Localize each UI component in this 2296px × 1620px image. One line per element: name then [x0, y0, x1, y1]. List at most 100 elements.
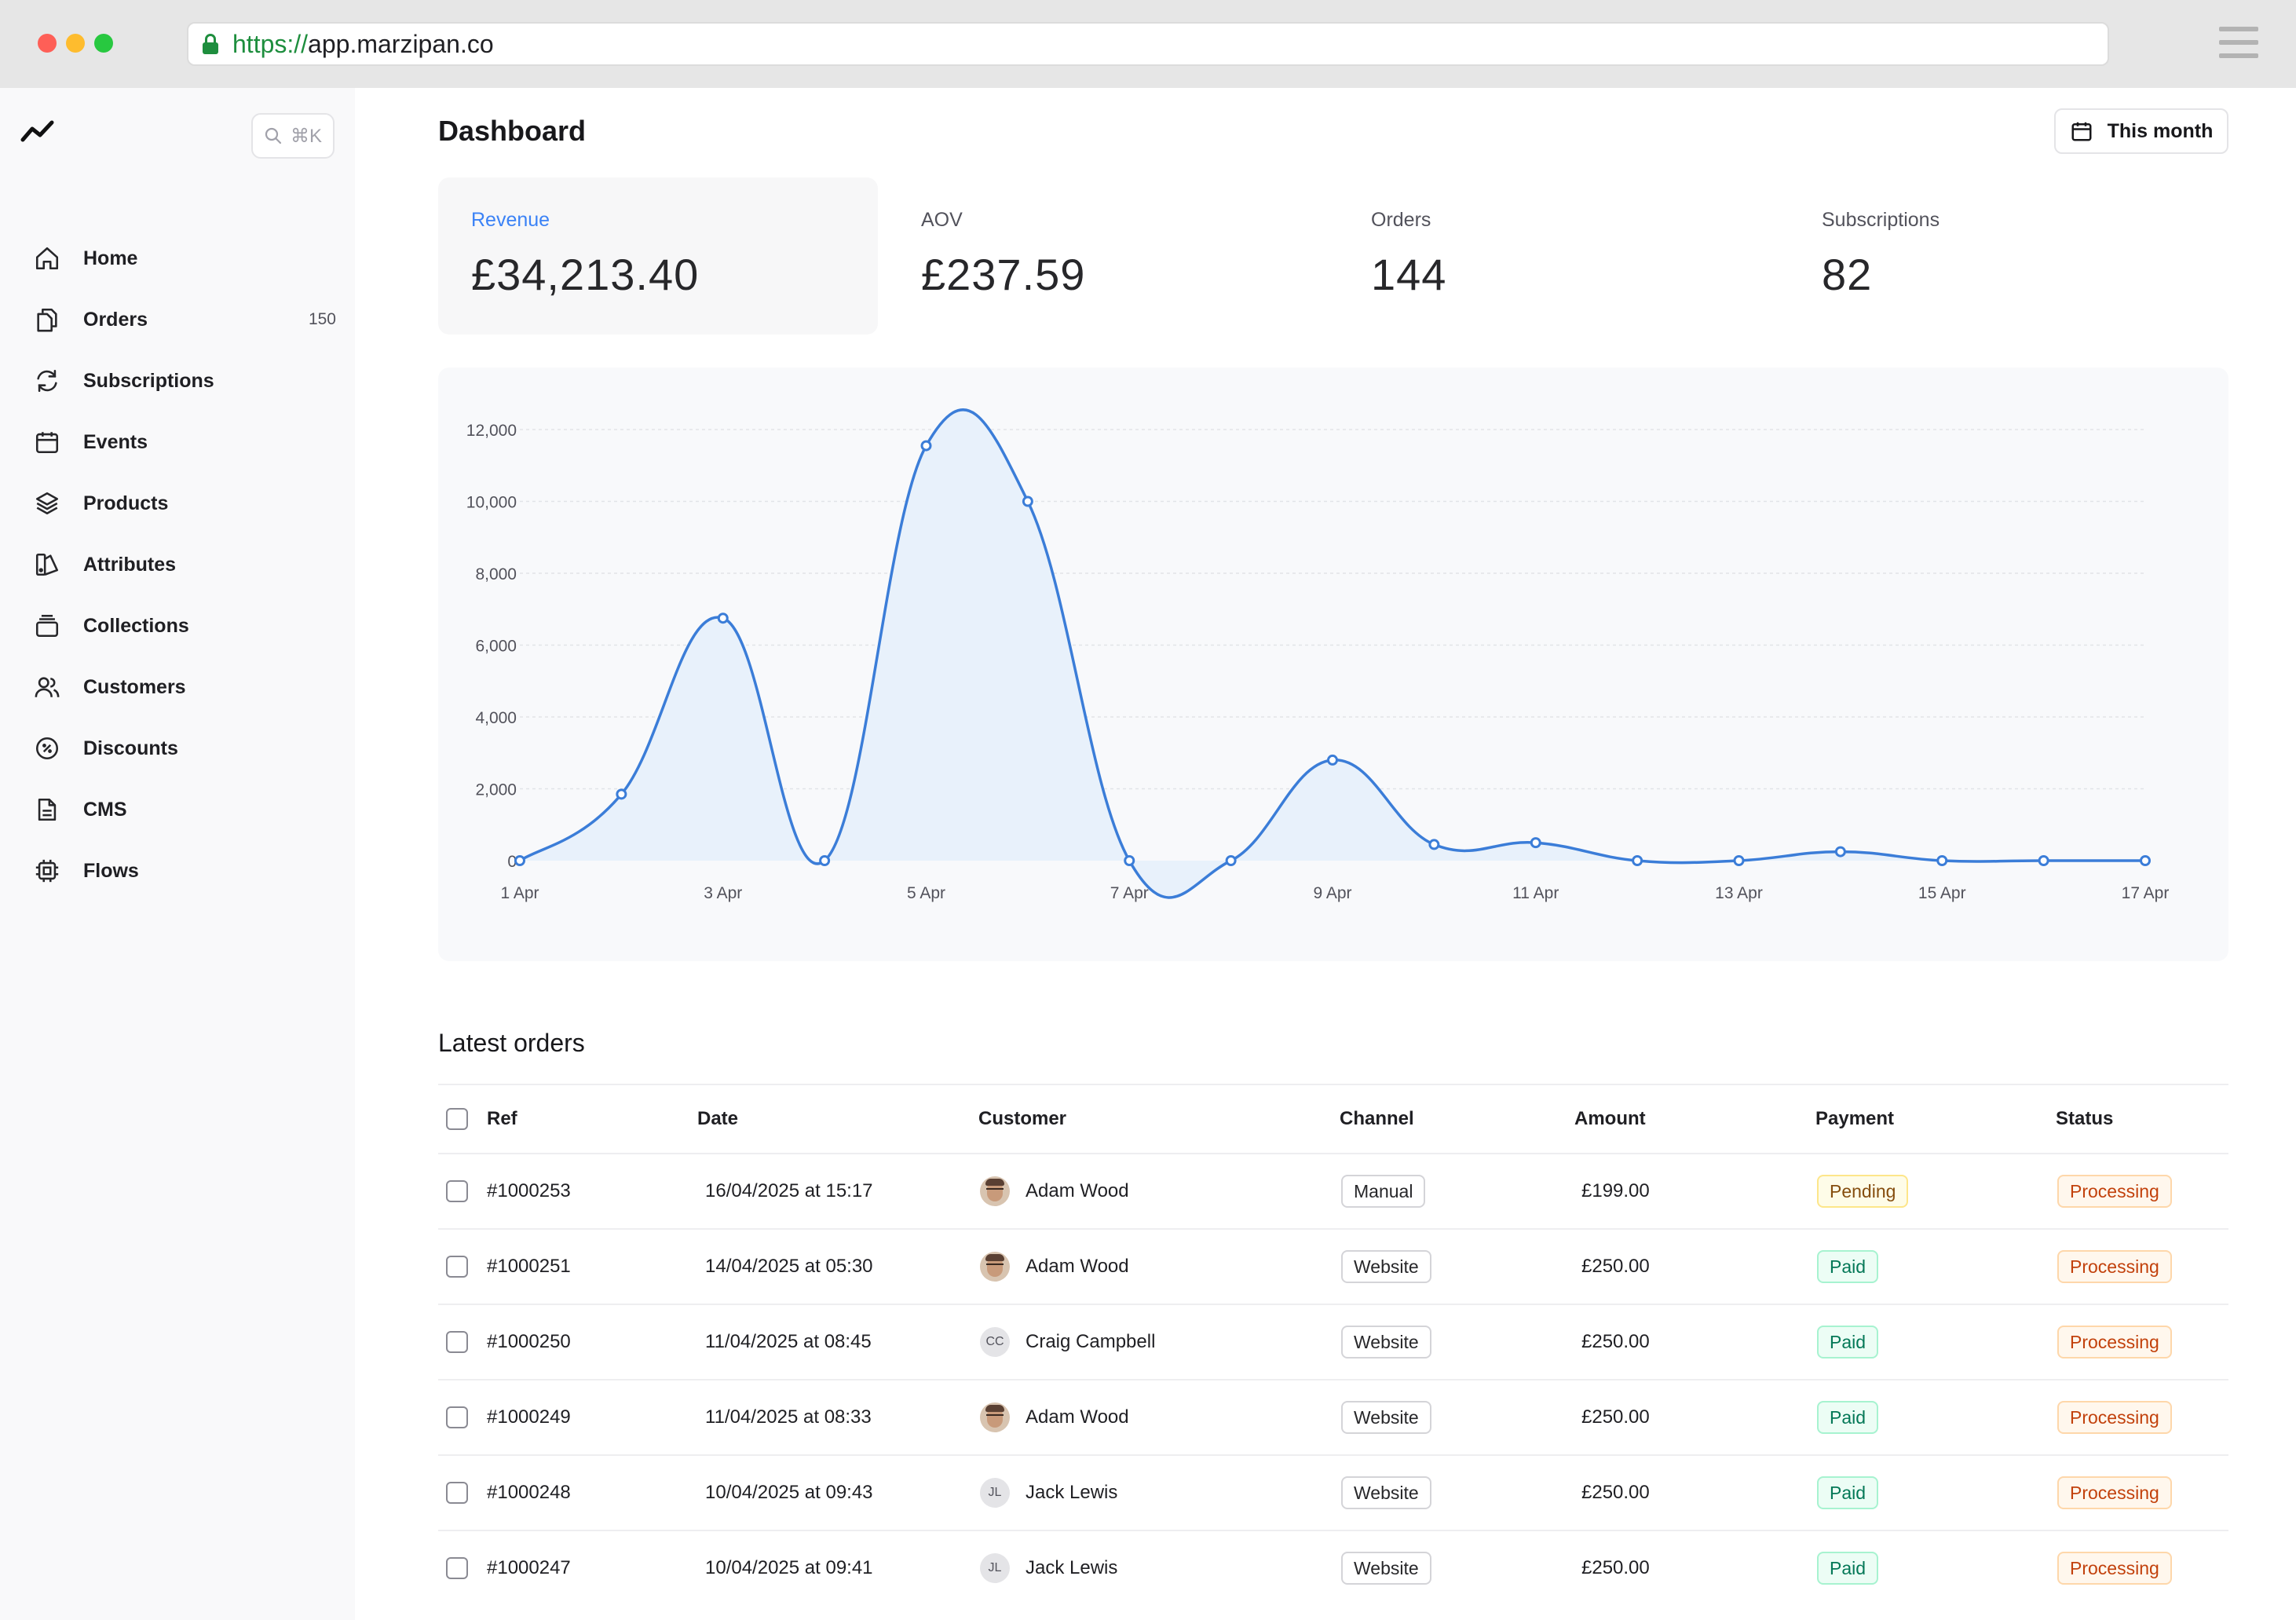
data-point [1936, 855, 1948, 866]
customer-cell[interactable]: Adam Wood [980, 1154, 1129, 1228]
customer-cell[interactable]: JL Jack Lewis [980, 1531, 1117, 1605]
data-point [1632, 855, 1643, 866]
status-badge: Processing [2057, 1401, 2172, 1434]
kpi-aov[interactable]: AOV £237.59 [888, 177, 1328, 335]
data-point [514, 855, 525, 866]
sidebar-item-orders[interactable]: Orders 150 [31, 289, 336, 350]
sidebar: ⌘K Home Orders 150 Subscriptions Events [0, 88, 355, 1620]
sidebar-item-label: Flows [83, 859, 139, 882]
customer-cell[interactable]: JL Jack Lewis [980, 1456, 1117, 1530]
row-checkbox[interactable] [446, 1482, 468, 1504]
x-tick-label: 11 Apr [1512, 884, 1559, 902]
customer-cell[interactable]: CC Craig Campbell [980, 1305, 1155, 1379]
sidebar-item-customers[interactable]: Customers [31, 656, 330, 718]
sidebar-item-label: Discounts [83, 737, 178, 759]
order-ref[interactable]: #1000250 [487, 1331, 571, 1352]
customer-name: Jack Lewis [1026, 1482, 1118, 1503]
column-header-customer[interactable]: Customer [978, 1108, 1067, 1129]
sidebar-item-collections[interactable]: Collections [31, 595, 330, 656]
order-amount: £199.00 [1581, 1180, 1650, 1201]
avatar [980, 1402, 1010, 1432]
data-point [819, 855, 831, 866]
kpi-subscriptions[interactable]: Subscriptions 82 [1789, 177, 2228, 335]
customer-name: Adam Wood [1026, 1406, 1129, 1428]
series-area [520, 409, 2145, 898]
kpi-revenue[interactable]: Revenue £34,213.40 [438, 177, 878, 335]
minimize-window-button[interactable] [66, 34, 85, 53]
orders-icon [31, 304, 63, 335]
column-header-amount[interactable]: Amount [1574, 1108, 1646, 1129]
column-header-status[interactable]: Status [2056, 1108, 2114, 1129]
data-point [2140, 855, 2151, 866]
data-point [1530, 837, 1541, 849]
logo-icon[interactable] [20, 118, 55, 146]
order-amount: £250.00 [1581, 1557, 1650, 1578]
url-scheme: https:// [232, 29, 309, 58]
order-ref[interactable]: #1000247 [487, 1557, 571, 1578]
x-tick-label: 7 Apr [1110, 884, 1149, 902]
order-ref[interactable]: #1000249 [487, 1406, 571, 1428]
order-ref[interactable]: #1000251 [487, 1256, 571, 1277]
avatar: JL [980, 1478, 1010, 1508]
search-button[interactable]: ⌘K [251, 113, 335, 159]
row-checkbox[interactable] [446, 1180, 468, 1202]
row-checkbox[interactable] [446, 1256, 468, 1278]
kpi-orders[interactable]: Orders 144 [1338, 177, 1778, 335]
status-badge: Processing [2057, 1552, 2172, 1585]
data-point [920, 440, 932, 452]
y-tick-label: 6,000 [475, 638, 517, 656]
channel-badge: Website [1341, 1401, 1431, 1434]
kpi-row: Revenue £34,213.40 AOV £237.59 Orders 14… [438, 177, 2228, 335]
row-checkbox[interactable] [446, 1557, 468, 1579]
maximize-window-button[interactable] [94, 34, 113, 53]
column-header-ref[interactable]: Ref [487, 1108, 517, 1129]
sidebar-item-cms[interactable]: CMS [31, 779, 330, 840]
close-window-button[interactable] [38, 34, 57, 53]
order-amount: £250.00 [1581, 1331, 1650, 1352]
x-tick-label: 9 Apr [1313, 884, 1351, 902]
browser-menu-icon[interactable] [2219, 27, 2258, 58]
events-icon [31, 426, 63, 458]
channel-badge: Manual [1341, 1175, 1426, 1208]
order-ref[interactable]: #1000253 [487, 1180, 571, 1201]
table-row[interactable]: #1000248 10/04/2025 at 09:43 JL Jack Lewis W… [438, 1454, 2228, 1530]
x-tick-label: 15 Apr [1918, 884, 1966, 902]
customer-cell[interactable]: Adam Wood [980, 1230, 1129, 1304]
sidebar-item-flows[interactable]: Flows [31, 840, 330, 901]
table-row[interactable]: #1000253 16/04/2025 at 15:17 Adam Wood Manu… [438, 1153, 2228, 1228]
order-ref[interactable]: #1000248 [487, 1482, 571, 1503]
data-point [1733, 855, 1745, 866]
select-all-checkbox[interactable] [446, 1108, 468, 1130]
x-tick-label: 17 Apr [2122, 884, 2170, 902]
collections-icon [31, 610, 63, 642]
sidebar-item-attributes[interactable]: Attributes [31, 534, 330, 595]
status-badge: Processing [2057, 1250, 2172, 1283]
payment-badge: Paid [1817, 1326, 1879, 1359]
latest-orders-title: Latest orders [438, 1029, 585, 1057]
status-badge: Processing [2057, 1175, 2172, 1208]
row-checkbox[interactable] [446, 1331, 468, 1353]
sidebar-item-events[interactable]: Events [31, 411, 330, 473]
column-header-channel[interactable]: Channel [1340, 1108, 1414, 1129]
column-header-date[interactable]: Date [697, 1108, 739, 1129]
customer-cell[interactable]: Adam Wood [980, 1380, 1129, 1454]
kpi-label: Revenue [471, 209, 550, 231]
table-row[interactable]: #1000251 14/04/2025 at 05:30 Adam Wood Webs… [438, 1228, 2228, 1304]
table-row[interactable]: #1000247 10/04/2025 at 09:41 JL Jack Lewis W… [438, 1530, 2228, 1605]
table-row[interactable]: #1000250 11/04/2025 at 08:45 CC Craig Campb… [438, 1304, 2228, 1379]
sidebar-item-label: CMS [83, 798, 127, 821]
column-header-payment[interactable]: Payment [1815, 1108, 1895, 1129]
sidebar-item-products[interactable]: Products [31, 473, 330, 534]
order-date: 16/04/2025 at 15:17 [705, 1180, 873, 1201]
row-checkbox[interactable] [446, 1406, 468, 1428]
app: ⌘K Home Orders 150 Subscriptions Events [0, 88, 2296, 1620]
period-picker-button[interactable]: This month [2054, 108, 2228, 154]
flows-icon [31, 855, 63, 887]
table-row[interactable]: #1000249 11/04/2025 at 08:33 Adam Wood Webs… [438, 1379, 2228, 1454]
address-bar[interactable]: https://app.marzipan.co [187, 22, 2109, 66]
payment-badge: Paid [1817, 1552, 1879, 1585]
sidebar-item-discounts[interactable]: Discounts [31, 718, 330, 779]
sidebar-item-home[interactable]: Home [31, 228, 330, 289]
y-tick-label: 8,000 [475, 565, 517, 583]
sidebar-item-subscriptions[interactable]: Subscriptions [31, 350, 330, 411]
